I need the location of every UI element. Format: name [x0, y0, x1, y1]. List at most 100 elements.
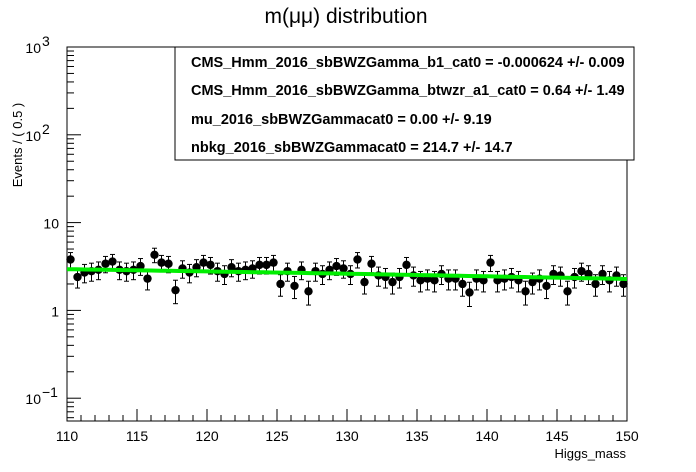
x-tick-label: 125: [265, 428, 289, 444]
x-tick-label: 115: [126, 428, 149, 444]
point-marker: [591, 279, 600, 289]
data-point: [514, 270, 523, 293]
legend-entry: CMS_Hmm_2016_sbBWZGamma_b1_cat0 = -0.000…: [191, 55, 625, 71]
point-marker: [136, 261, 145, 271]
data-point: [290, 275, 299, 300]
point-marker: [108, 257, 117, 266]
point-marker: [157, 258, 166, 267]
point-marker: [101, 259, 110, 268]
data-point: [325, 261, 334, 281]
point-marker: [255, 260, 264, 270]
point-marker: [262, 260, 271, 270]
data-point: [402, 256, 411, 275]
point-marker: [598, 269, 607, 279]
data-point: [486, 254, 495, 273]
point-marker: [577, 266, 586, 276]
data-point: [367, 255, 376, 274]
data-point: [66, 252, 75, 269]
data-point: [360, 272, 369, 295]
x-tick-label: 130: [335, 428, 359, 444]
data-point: [451, 269, 460, 291]
point-marker: [458, 279, 467, 289]
x-tick-label: 135: [405, 428, 429, 444]
data-point: [87, 262, 96, 282]
chart-title: m(μμ) distribution: [264, 5, 427, 28]
point-marker: [150, 250, 159, 259]
y-tick-label: 10: [25, 128, 41, 144]
point-marker: [332, 261, 341, 271]
data-point: [143, 269, 152, 291]
legend: CMS_Hmm_2016_sbBWZGamma_b1_cat0 = -0.000…: [174, 46, 635, 161]
point-marker: [276, 279, 285, 289]
legend-entry: CMS_Hmm_2016_sbBWZGamma_btwzr_a1_cat0 = …: [191, 83, 625, 99]
data-point: [521, 280, 530, 306]
point-marker: [353, 255, 362, 264]
data-point: [584, 265, 593, 285]
data-point: [276, 274, 285, 297]
data-point: [122, 262, 131, 282]
point-marker: [164, 259, 173, 268]
point-marker: [563, 287, 572, 296]
point-marker: [339, 264, 348, 273]
data-point: [304, 280, 313, 306]
point-marker: [66, 255, 75, 264]
point-marker: [206, 260, 215, 270]
data-point: [395, 267, 404, 289]
data-point: [577, 262, 586, 282]
data-layer: [66, 247, 628, 307]
point-marker: [143, 274, 152, 283]
y-tick-label: 10: [25, 40, 41, 56]
x-tick-label: 140: [475, 428, 499, 444]
legend-entry: mu_2016_sbBWZGammacat0 = 0.00 +/- 9.19: [191, 112, 492, 128]
point-marker: [584, 269, 593, 279]
legend-box: [174, 46, 635, 161]
point-marker: [619, 279, 628, 289]
point-marker: [360, 277, 369, 287]
y-axis-label: Events / ( 0.5 ): [10, 103, 25, 188]
data-point: [80, 263, 89, 284]
y-tick-label: 10: [25, 391, 41, 407]
data-point: [255, 256, 264, 275]
point-marker: [269, 258, 278, 267]
data-point: [619, 274, 628, 297]
point-marker: [199, 258, 208, 267]
y-tick-label: 10: [43, 216, 59, 232]
x-tick-label: 110: [56, 428, 79, 444]
point-marker: [486, 258, 495, 267]
data-point: [199, 254, 208, 273]
point-marker: [542, 281, 551, 291]
x-axis-label: Higgs_mass: [554, 446, 626, 461]
data-point: [220, 265, 229, 285]
point-marker: [171, 285, 180, 295]
data-point: [563, 280, 572, 306]
point-marker: [402, 260, 411, 270]
data-point: [150, 247, 159, 264]
point-marker: [290, 281, 299, 291]
data-point: [73, 267, 82, 289]
data-point: [598, 265, 607, 285]
point-marker: [304, 287, 313, 296]
point-marker: [388, 277, 397, 287]
point-marker: [416, 276, 425, 285]
point-marker: [465, 288, 474, 297]
data-point: [101, 255, 110, 274]
x-tick-label: 150: [615, 428, 639, 444]
data-point: [381, 267, 390, 289]
point-marker: [430, 276, 439, 285]
data-point: [227, 259, 236, 278]
x-axis: 110 115 120 125 130 135 140 145 150: [56, 409, 639, 444]
point-marker: [227, 263, 236, 272]
y-tick-label: 1: [51, 303, 59, 319]
fit-curve: [66, 267, 628, 281]
point-marker: [521, 287, 530, 296]
x-tick-label: 145: [545, 428, 569, 444]
legend-entry: nbkg_2016_sbBWZGammacat0 = 214.7 +/- 14.…: [191, 140, 513, 156]
data-point: [353, 252, 362, 269]
data-point: [528, 272, 537, 295]
point-marker: [367, 259, 376, 268]
data-point: [542, 275, 551, 300]
x-tick-label: 120: [195, 428, 219, 444]
data-point: [465, 281, 474, 307]
